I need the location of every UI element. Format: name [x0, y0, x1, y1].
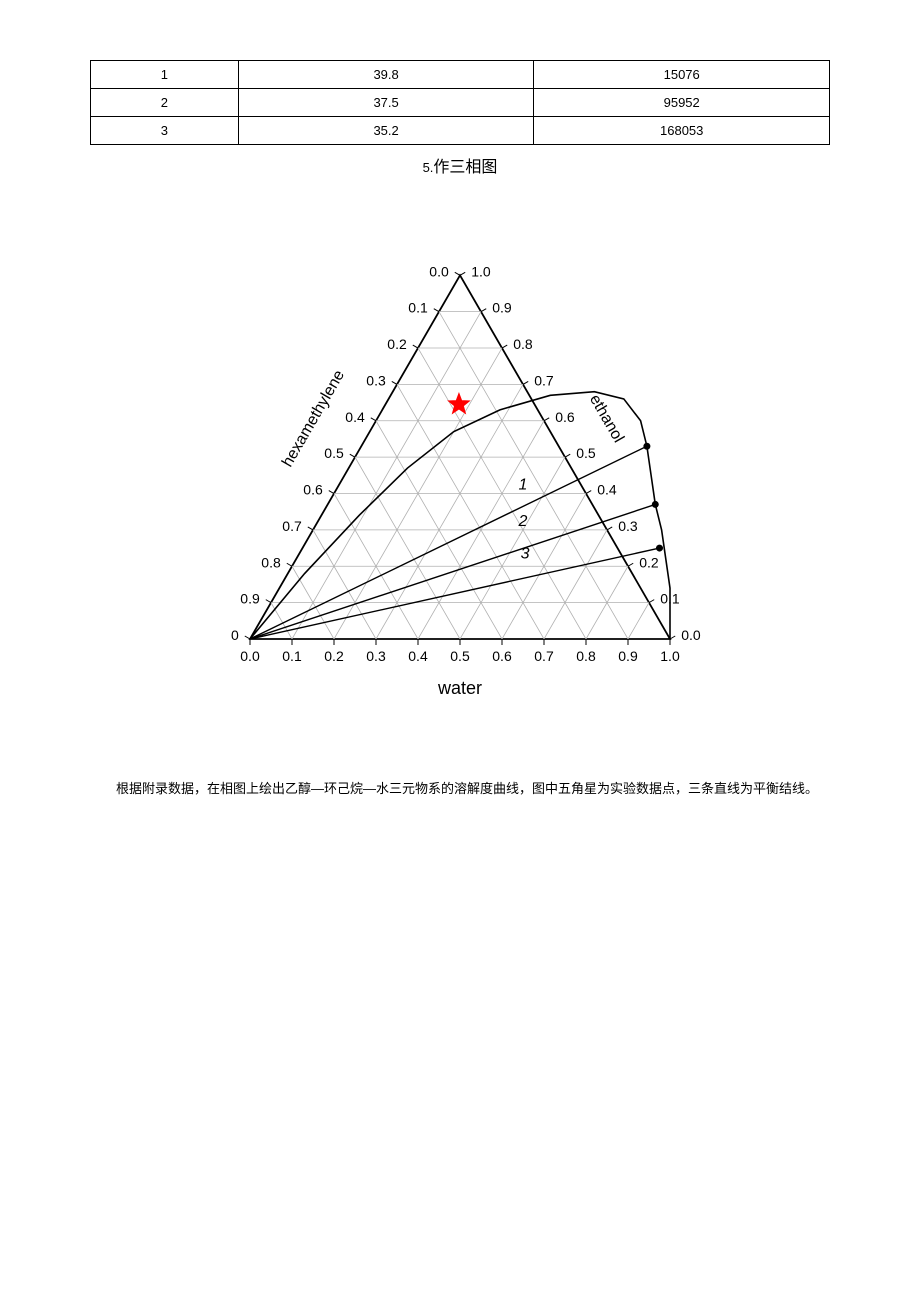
svg-text:1: 1 — [519, 477, 528, 494]
svg-text:0.3: 0.3 — [618, 518, 638, 534]
description-text: 根据附录数据，在相图上绘出乙醇—环己烷—水三元物系的溶解度曲线，图中五角星为实验… — [90, 779, 830, 800]
table-cell: 39.8 — [238, 61, 534, 89]
svg-text:0.2: 0.2 — [639, 554, 659, 570]
svg-text:0.4: 0.4 — [597, 482, 617, 498]
svg-text:0: 0 — [231, 627, 239, 643]
svg-text:0.7: 0.7 — [534, 372, 554, 388]
svg-text:1.0: 1.0 — [471, 263, 491, 279]
svg-text:2: 2 — [518, 513, 528, 530]
svg-text:0.5: 0.5 — [324, 445, 344, 461]
table-cell: 1 — [91, 61, 239, 89]
table-cell: 15076 — [534, 61, 830, 89]
table-row: 139.815076 — [91, 61, 830, 89]
svg-text:0.4: 0.4 — [345, 409, 365, 425]
table-cell: 168053 — [534, 117, 830, 145]
svg-text:0.1: 0.1 — [408, 300, 428, 316]
svg-text:0.3: 0.3 — [366, 648, 386, 664]
caption-text: 作三相图 — [433, 159, 497, 176]
svg-text:0.7: 0.7 — [534, 648, 554, 664]
svg-text:0.9: 0.9 — [618, 648, 638, 664]
caption-number: 5. — [423, 160, 434, 175]
table-cell: 2 — [91, 89, 239, 117]
svg-text:0.6: 0.6 — [303, 482, 323, 498]
svg-text:0.9: 0.9 — [240, 591, 260, 607]
table-cell: 35.2 — [238, 117, 534, 145]
svg-text:0.9: 0.9 — [492, 300, 512, 316]
svg-text:1.0: 1.0 — [660, 648, 680, 664]
table-cell: 3 — [91, 117, 239, 145]
svg-text:0.0: 0.0 — [429, 263, 449, 279]
svg-text:0.4: 0.4 — [408, 648, 428, 664]
svg-text:0.5: 0.5 — [450, 648, 470, 664]
svg-text:0.6: 0.6 — [492, 648, 512, 664]
svg-text:0.6: 0.6 — [555, 409, 575, 425]
svg-text:ethanol: ethanol — [586, 392, 627, 446]
svg-text:0.0: 0.0 — [681, 627, 701, 643]
figure-caption: 5.作三相图 — [90, 153, 830, 177]
table-cell: 37.5 — [238, 89, 534, 117]
svg-text:0.0: 0.0 — [240, 648, 260, 664]
svg-text:0.2: 0.2 — [324, 648, 344, 664]
ternary-chart-container: 0.00.10.20.30.40.50.60.70.80.91.00.00.10… — [90, 189, 830, 749]
data-table: 139.815076237.595952335.2168053 — [90, 60, 830, 145]
svg-text:0.8: 0.8 — [513, 336, 533, 352]
table-row: 237.595952 — [91, 89, 830, 117]
svg-text:0.1: 0.1 — [282, 648, 302, 664]
svg-text:0.5: 0.5 — [576, 445, 596, 461]
svg-text:0.7: 0.7 — [282, 518, 302, 534]
svg-text:0.8: 0.8 — [576, 648, 596, 664]
table-cell: 95952 — [534, 89, 830, 117]
table-row: 335.2168053 — [91, 117, 830, 145]
svg-text:0.8: 0.8 — [261, 554, 281, 570]
svg-text:3: 3 — [521, 546, 530, 563]
svg-text:0.2: 0.2 — [387, 336, 407, 352]
svg-text:water: water — [437, 678, 482, 698]
ternary-chart: 0.00.10.20.30.40.50.60.70.80.91.00.00.10… — [130, 189, 790, 749]
svg-text:0.3: 0.3 — [366, 372, 386, 388]
